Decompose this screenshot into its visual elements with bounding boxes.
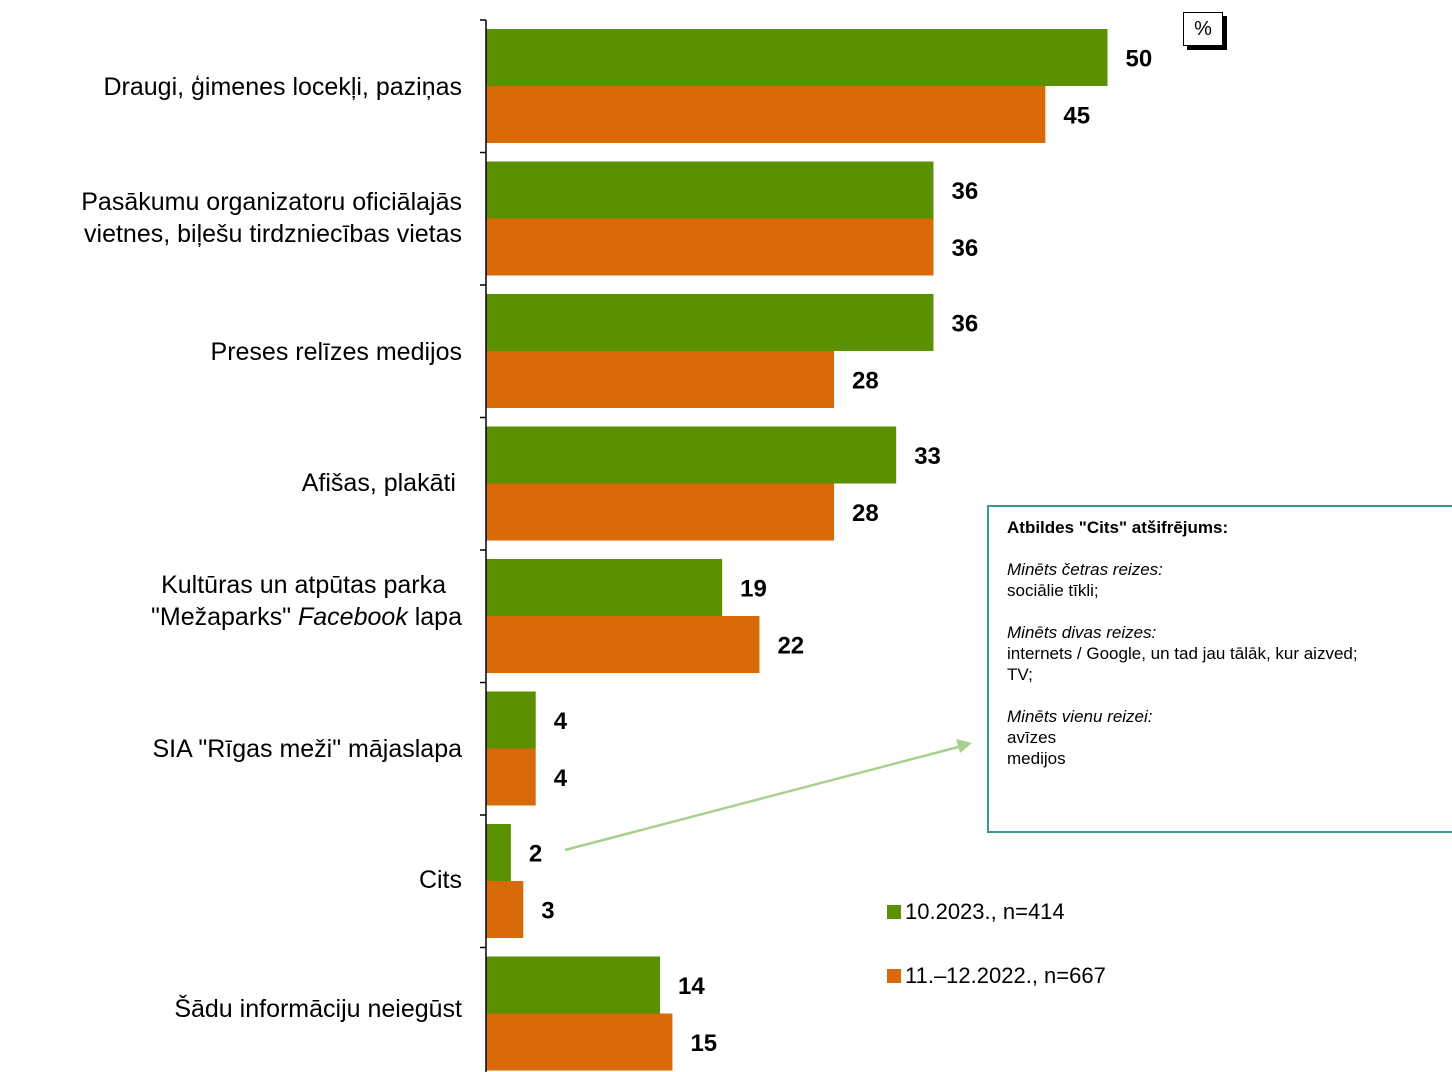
note-item: TV; xyxy=(1007,665,1033,684)
other-answers-note: Atbildes "Cits" atšifrējums: Minēts četr… xyxy=(987,505,1452,833)
data-label: 19 xyxy=(740,576,767,603)
bar-series-2023 xyxy=(486,824,511,881)
bar-series-2022 xyxy=(486,483,835,541)
bar-series-2023 xyxy=(486,956,661,1014)
data-label: 22 xyxy=(777,633,804,660)
bar-series-2022 xyxy=(486,616,760,673)
note-group-heading: Minēts vienu reizei: xyxy=(1007,707,1153,726)
bar-series-2023 xyxy=(486,29,1108,86)
bar-series-2023 xyxy=(486,691,536,749)
category-label: Cits xyxy=(418,866,462,894)
note-item: sociālie tīkli; xyxy=(1007,581,1099,600)
percent-unit-badge: % xyxy=(1183,12,1223,46)
bar-series-2023 xyxy=(486,559,723,616)
annotation-arrow-head xyxy=(956,739,972,753)
note-group-heading: Minēts divas reizes: xyxy=(1007,623,1157,642)
bar-series-2022 xyxy=(486,881,524,938)
note-item: medijos xyxy=(1007,749,1066,768)
category-label: Kultūras un atpūtas parka "Mežaparks" Fa… xyxy=(151,571,462,631)
bar-series-2022 xyxy=(486,218,934,276)
data-label: 28 xyxy=(852,500,879,527)
bar-series-2022 xyxy=(486,351,835,408)
data-label: 50 xyxy=(1126,46,1153,73)
note-item: internets / Google, un tad jau tālāk, ku… xyxy=(1007,644,1358,663)
data-label: 3 xyxy=(541,898,554,925)
data-label: 36 xyxy=(951,311,978,338)
annotation-arrow xyxy=(564,744,963,852)
legend-item-2023: 10.2023., n=414 xyxy=(887,899,1065,925)
legend-swatch xyxy=(887,905,901,919)
bar-series-2023 xyxy=(486,426,897,484)
note-item: avīzes xyxy=(1007,728,1057,747)
data-label: 36 xyxy=(951,178,978,205)
category-label: Draugi, ģimenes locekļi, paziņas xyxy=(103,73,462,101)
legend-item-2022: 11.–12.2022., n=667 xyxy=(887,963,1106,989)
category-label: Afišas, plakāti xyxy=(301,469,456,497)
data-label: 45 xyxy=(1063,103,1090,130)
bar-series-2022 xyxy=(486,748,536,806)
category-label: Šādu informāciju neiegūst xyxy=(174,995,462,1023)
bar-series-2022 xyxy=(486,86,1046,143)
legend-label: 11.–12.2022., n=667 xyxy=(905,963,1106,988)
legend-label: 10.2023., n=414 xyxy=(905,899,1065,924)
note-title: Atbildes "Cits" atšifrējums: xyxy=(1007,518,1229,537)
bar-series-2022 xyxy=(486,1013,673,1071)
category-label: SIA "Rīgas meži" mājaslapa xyxy=(152,735,462,763)
data-label: 33 xyxy=(914,443,941,470)
bar-series-2023 xyxy=(486,294,934,351)
data-label: 14 xyxy=(678,973,705,1000)
bar-series-2023 xyxy=(486,161,934,219)
category-label: Pasākumu organizatoru oficiālajās vietne… xyxy=(81,188,462,248)
note-group-heading: Minēts četras reizes: xyxy=(1007,560,1163,579)
data-label: 2 xyxy=(529,841,542,868)
data-label: 4 xyxy=(554,708,568,735)
data-label: 28 xyxy=(852,368,879,395)
data-label: 36 xyxy=(951,235,978,262)
category-label: Preses relīzes medijos xyxy=(210,338,462,366)
legend-swatch xyxy=(887,969,901,983)
data-label: 15 xyxy=(690,1030,717,1057)
data-label: 4 xyxy=(554,765,568,792)
